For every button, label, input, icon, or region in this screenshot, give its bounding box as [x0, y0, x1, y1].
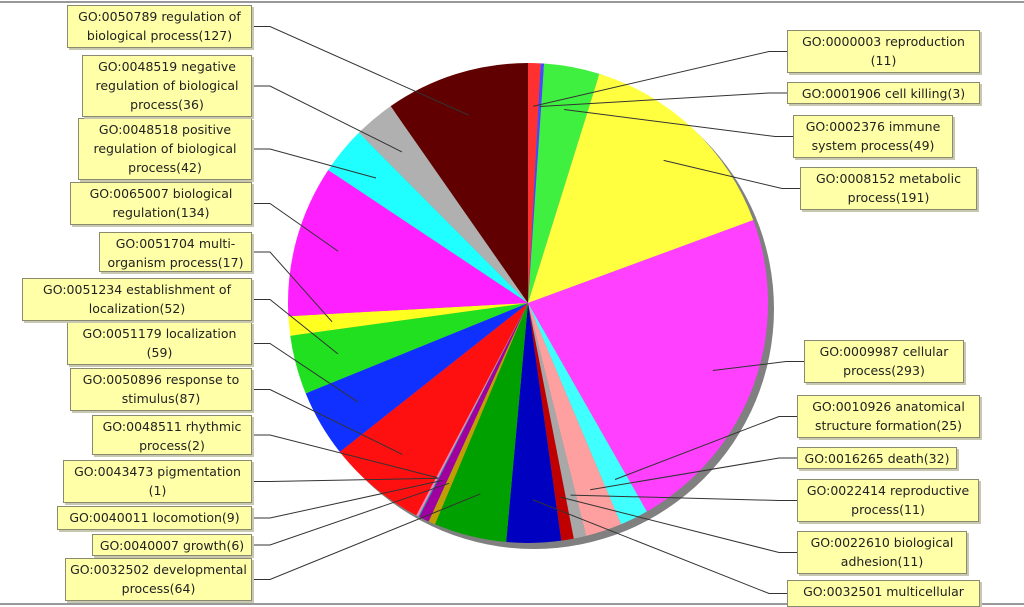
slice-label: GO:0008152 metabolic process(191): [800, 167, 977, 210]
slice-label: GO:0002376 immune system process(49): [793, 115, 953, 158]
slice-label: GO:0000003 reproduction (11): [787, 30, 980, 73]
leader-line: [532, 499, 787, 594]
pie-slice: [390, 63, 528, 303]
pie-slice: [528, 63, 541, 303]
pie-slice: [418, 303, 528, 517]
slice-label: GO:0051234 establishment of localization…: [22, 278, 252, 321]
leader-line: [252, 251, 333, 323]
leader-line: [252, 477, 439, 482]
slice-label: GO:0048518 positive regulation of biolog…: [78, 118, 252, 180]
pie-slice: [528, 303, 647, 525]
pie-slice: [288, 169, 528, 317]
leader-line: [252, 26, 470, 116]
slice-label: GO:0048519 negative regulation of biolog…: [82, 55, 252, 117]
slice-label: GO:0032502 developmental process(64): [65, 558, 252, 601]
pie-slice: [290, 303, 528, 394]
pie-slice: [305, 303, 528, 452]
leader-line: [560, 496, 797, 553]
pie-slice: [428, 303, 528, 525]
leader-line: [252, 479, 443, 519]
slice-label: GO:0043473 pigmentation (1): [63, 460, 252, 503]
leader-line: [570, 494, 797, 501]
slice-label: GO:0048511 rhythmic process(2): [92, 415, 252, 455]
pie-slice: [528, 73, 754, 303]
leader-line: [252, 343, 359, 403]
pie-slice: [528, 63, 600, 304]
slice-label: GO:0009987 cellular process(293): [804, 340, 964, 383]
leader-line: [252, 482, 450, 546]
pie-slice: [339, 303, 528, 516]
pie-slice: [506, 303, 562, 544]
leader-line: [252, 389, 403, 455]
pie-slice: [434, 303, 528, 543]
slice-label: GO:0022610 biological adhesion(11): [797, 531, 967, 574]
pie-slice: [419, 303, 528, 522]
slice-label: GO:0032501 multicellular: [787, 580, 980, 607]
slice-label: GO:0022414 reproductive process(11): [797, 479, 979, 522]
slice-label: GO:0040007 growth(6): [92, 534, 252, 556]
slice-label: GO:0051704 multi-organism process(17): [99, 232, 252, 272]
pie-slice: [358, 106, 528, 304]
slice-label: GO:0016265 death(32): [797, 447, 957, 469]
leader-line: [614, 416, 797, 480]
pie-slice: [528, 220, 768, 512]
leader-line: [712, 361, 804, 372]
slice-label: GO:0050789 regulation of biological proc…: [67, 5, 252, 48]
leader-line: [533, 51, 787, 107]
slice-label: GO:0001906 cell killing(3): [787, 82, 980, 104]
pie-slice: [528, 303, 574, 541]
slice-label: GO:0050896 response to stimulus(87): [70, 368, 252, 411]
slice-label: GO:0010926 anatomical structure formatio…: [797, 395, 980, 438]
leader-line: [252, 148, 377, 179]
pie-slice: [528, 303, 587, 539]
leader-line: [252, 493, 481, 580]
leader-line: [252, 203, 339, 252]
slice-label: GO:0065007 biological regulation(134): [70, 182, 252, 225]
leader-line: [252, 434, 438, 479]
leader-line: [663, 159, 800, 189]
slice-label: GO:0040011 locomotion(9): [57, 506, 252, 530]
leader-line: [590, 457, 797, 491]
leader-line: [564, 109, 793, 137]
pie-slice: [528, 63, 545, 303]
leader-line: [252, 85, 403, 153]
leader-line: [539, 92, 787, 108]
pie-slice: [416, 303, 528, 517]
leader-line: [252, 299, 339, 355]
pie-slice: [528, 303, 622, 536]
pie-slice: [288, 303, 528, 336]
pie-slice: [328, 132, 528, 303]
slice-label: GO:0051179 localization (59): [67, 322, 252, 365]
